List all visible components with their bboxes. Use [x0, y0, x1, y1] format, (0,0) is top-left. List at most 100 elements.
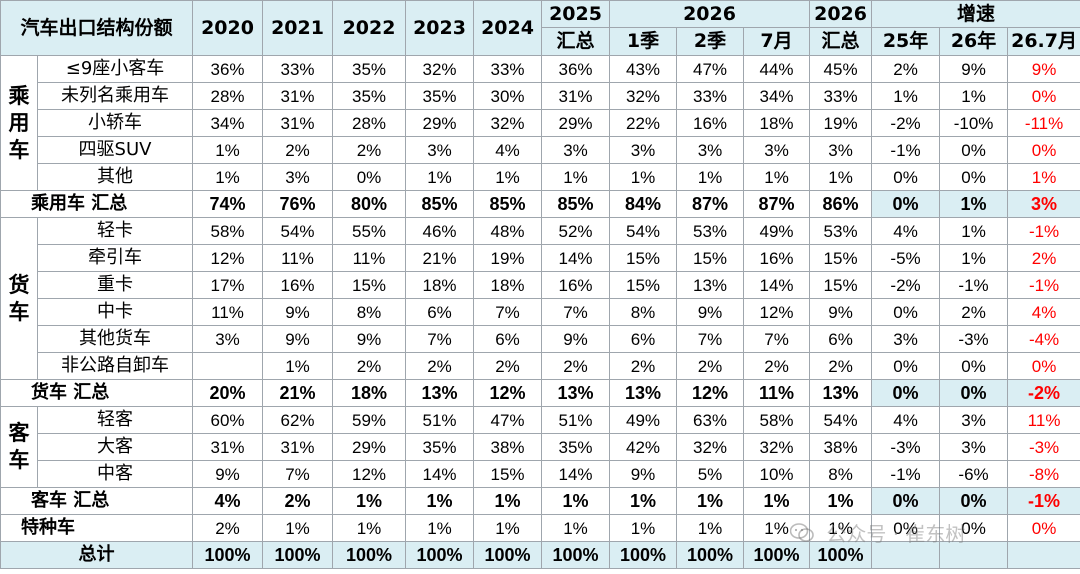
table-cell: 1% — [743, 487, 811, 515]
table-cell: 4% — [192, 487, 264, 515]
table-cell: 29% — [541, 109, 611, 137]
subtotal-row: 货车 汇总 20% 21% 18% 13% 12% 13% 13% 12% 11% 13% 0% 0% -… — [0, 379, 1080, 407]
table-cell: 33% — [809, 82, 873, 110]
table-cell: -2% — [1007, 379, 1080, 407]
table-cell: 1% — [871, 82, 941, 110]
table-cell: 3% — [743, 136, 811, 164]
table-cell: 8% — [609, 298, 678, 326]
table-cell: 52% — [541, 217, 611, 245]
table-cell: 46% — [405, 217, 475, 245]
table-cell: 1% — [473, 487, 543, 515]
table-cell: 1% — [473, 163, 543, 191]
table-cell: 58% — [192, 217, 264, 245]
table-cell: 100% — [192, 541, 264, 569]
table-cell: 4% — [1007, 298, 1080, 326]
table-cell: 34% — [192, 109, 264, 137]
table-cell: 49% — [743, 217, 811, 245]
table-cell: 1% — [609, 487, 678, 515]
table-cell: 48% — [473, 217, 543, 245]
col-growth-25: 25年 — [871, 27, 941, 56]
table-cell: 1% — [473, 514, 543, 542]
table-cell: 47% — [676, 55, 745, 83]
col-2020: 2020 — [192, 0, 264, 56]
col-2026-jul: 7月 — [743, 27, 811, 56]
table-cell: 100% — [262, 541, 334, 569]
table-cell: 100% — [332, 541, 407, 569]
table-cell: -1% — [1007, 217, 1080, 245]
table-cell: 12% — [743, 298, 811, 326]
table-cell — [871, 541, 941, 569]
table-cell: 1% — [262, 352, 334, 380]
category-label: 四驱SUV — [36, 136, 194, 164]
table-cell: 0% — [871, 190, 941, 218]
subtotal-label: 乘用车 汇总 — [0, 190, 194, 218]
table-cell: 11% — [262, 244, 334, 272]
table-cell: 3% — [405, 136, 475, 164]
group-label-passenger: 乘用车 — [0, 55, 38, 191]
table-cell: 55% — [332, 217, 407, 245]
table-row: 非公路自卸车 1% 2% 2% 2% 2% 2% 2% 2% 2% 0% 0% 0% — [1, 352, 1080, 380]
table-cell: 28% — [192, 82, 264, 110]
table-cell: 38% — [473, 433, 543, 461]
table-cell: 2% — [405, 352, 475, 380]
table-cell: 100% — [609, 541, 678, 569]
table-cell: 33% — [262, 55, 334, 83]
table-cell: 9% — [939, 55, 1009, 83]
table-cell: 32% — [743, 433, 811, 461]
table-cell: 1% — [192, 136, 264, 164]
table-cell: 54% — [262, 217, 334, 245]
table-cell: -3% — [1007, 433, 1080, 461]
table-cell: 0% — [1007, 136, 1080, 164]
category-label: 轻卡 — [36, 217, 194, 245]
table-cell: 9% — [609, 460, 678, 488]
table-cell: 3% — [609, 136, 678, 164]
table-cell: 29% — [332, 433, 407, 461]
table-cell: 86% — [809, 190, 873, 218]
table-cell: -2% — [871, 271, 941, 299]
table-cell: 12% — [473, 379, 543, 407]
table-cell: 16% — [743, 244, 811, 272]
table-cell: 12% — [192, 244, 264, 272]
category-label: 未列名乘用车 — [36, 82, 194, 110]
table-cell: 9% — [192, 460, 264, 488]
table-cell: 14% — [743, 271, 811, 299]
table-cell: 2% — [332, 352, 407, 380]
table-cell: -10% — [939, 109, 1009, 137]
table-cell: 85% — [541, 190, 611, 218]
table-cell: 1% — [676, 514, 745, 542]
table-row: 其他 1% 3% 0% 1% 1% 1% 1% 1% 1% 1% 0% 0% 1% — [1, 163, 1080, 191]
table-body: 乘用车 ≤9座小客车 36% 33% 35% 32% 33% 36% 43% 47% 44% 45% 2… — [0, 55, 1080, 569]
col-2026-summary-year: 2026 — [809, 0, 873, 28]
table-cell: 13% — [676, 271, 745, 299]
table-cell: 2% — [332, 136, 407, 164]
table-cell: 54% — [609, 217, 678, 245]
table-cell: 1% — [1007, 163, 1080, 191]
table-cell: 1% — [939, 82, 1009, 110]
table-cell: 3% — [192, 325, 264, 353]
table-cell: 1% — [609, 514, 678, 542]
table-cell: 8% — [809, 460, 873, 488]
col-growth-group: 增速 — [871, 0, 1080, 28]
category-label: 中客 — [36, 460, 194, 488]
table-title: 汽车出口结构份额 — [0, 0, 194, 56]
table-cell: 1% — [743, 514, 811, 542]
table-cell: 84% — [609, 190, 678, 218]
col-2026-q2: 2季 — [676, 27, 745, 56]
table-cell: 2% — [192, 514, 264, 542]
table-cell: 2% — [541, 352, 611, 380]
table-cell: 2% — [609, 352, 678, 380]
table-cell: 47% — [473, 406, 543, 434]
table-cell: -11% — [1007, 109, 1080, 137]
table-cell: 3% — [809, 136, 873, 164]
table-cell: 58% — [743, 406, 811, 434]
table-cell: 12% — [332, 460, 407, 488]
col-growth-26: 26年 — [939, 27, 1009, 56]
table-row: 乘用车 ≤9座小客车 36% 33% 35% 32% 33% 36% 43% 47% 44% 45% 2… — [0, 55, 1080, 191]
table-row: 其他货车 3% 9% 9% 7% 6% 9% 6% 7% 7% 6% 3% -3% -4% — [1, 325, 1080, 353]
table-cell: 13% — [609, 379, 678, 407]
table-cell — [1007, 541, 1080, 569]
table-row: 小轿车 34% 31% 28% 29% 32% 29% 22% 16% 18% 19% -2% -10%… — [1, 109, 1080, 137]
table-cell: 0% — [939, 379, 1009, 407]
table-cell: 0% — [939, 514, 1009, 542]
